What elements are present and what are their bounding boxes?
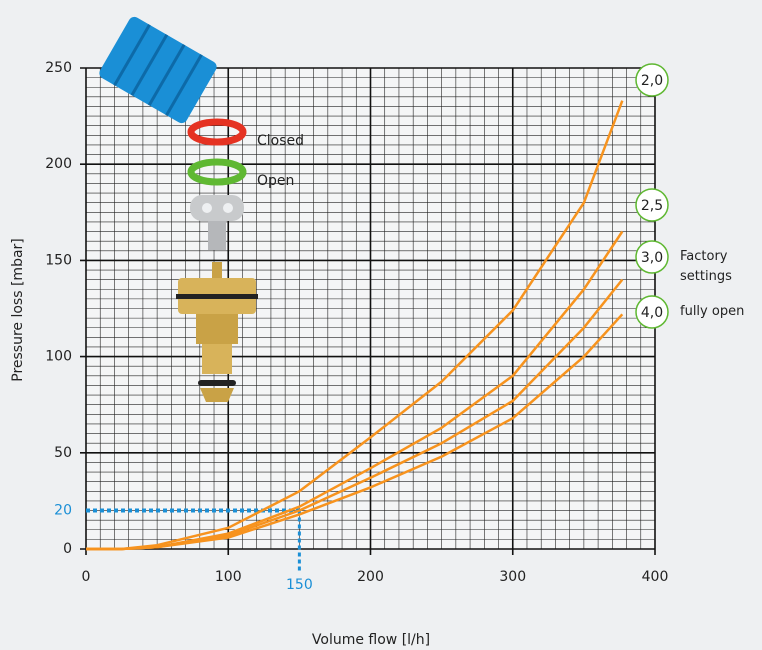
annotation: fully open: [680, 304, 745, 319]
closed-label: Closed: [257, 133, 304, 149]
annotation: Factory settings: [680, 249, 732, 284]
series-badge: [635, 295, 669, 329]
valve-illustration: [99, 16, 258, 402]
reference-x-label: 150: [286, 577, 313, 593]
x-axis-title: Volume flow [l/h]: [312, 632, 430, 648]
legend-label: 3,0: [641, 250, 663, 266]
y-tick-label: 100: [45, 349, 72, 365]
x-tick-label: 400: [642, 569, 669, 585]
series-badge: [635, 63, 669, 97]
series-badge: [635, 240, 669, 274]
legend-label: 4,0: [641, 305, 663, 321]
x-tick-label: 100: [215, 569, 242, 585]
x-tick-label: 300: [499, 569, 526, 585]
grid: [80, 67, 656, 555]
y-tick-label: 0: [63, 541, 72, 557]
series-line: [86, 313, 624, 551]
x-tick-label: 200: [357, 569, 384, 585]
y-tick-label: 200: [45, 156, 72, 172]
legend-label: 2,0: [641, 73, 663, 89]
reference-y-label: 20: [54, 503, 72, 519]
y-tick-label: 250: [45, 60, 72, 76]
y-tick-label: 50: [54, 445, 72, 461]
open-label: Open: [257, 173, 294, 189]
y-axis-title: Pressure loss [mbar]: [10, 238, 26, 382]
series-badge: [635, 188, 669, 222]
legend-label: 2,5: [641, 198, 663, 214]
y-tick-label: 150: [45, 252, 72, 268]
x-tick-label: 0: [82, 569, 91, 585]
